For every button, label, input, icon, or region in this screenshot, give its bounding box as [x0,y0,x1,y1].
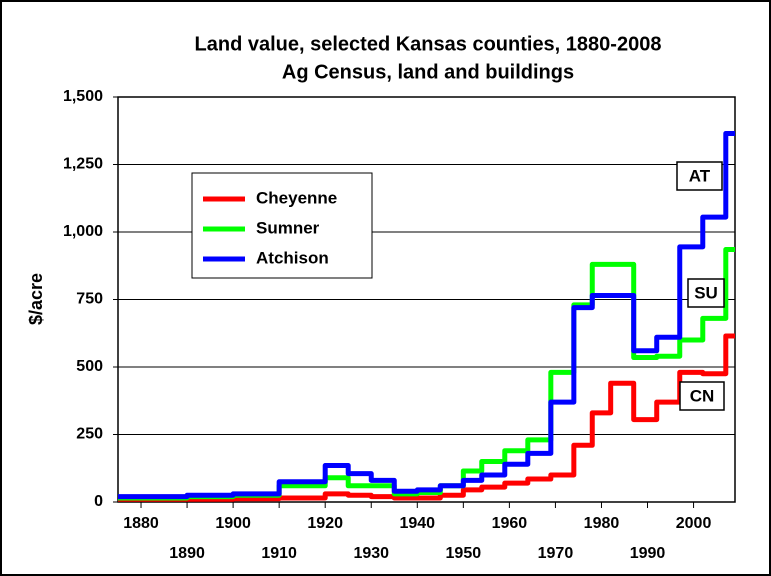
annotation: CN [690,386,715,405]
x-tick-label: 1910 [261,545,297,562]
x-tick-label: 1990 [630,545,666,562]
x-tick-label: 1920 [307,515,343,532]
y-tick-label: 0 [94,493,103,510]
x-tick-label: 2000 [676,515,712,532]
series-line [118,130,735,500]
y-axis-label: $/acre [26,273,46,325]
annotation-box [676,161,723,191]
x-tick-label: 1880 [123,515,159,532]
legend-label: Sumner [256,218,320,237]
series-line [118,247,735,501]
annotation-box [679,381,725,411]
y-tick-label: 1,000 [63,223,103,240]
annotation: AT [689,166,711,185]
annotation-box [687,278,725,308]
x-tick-label: 1900 [215,515,251,532]
x-tick-label: 1970 [538,545,574,562]
legend-label: Atchison [256,248,329,267]
y-tick-label: 1,250 [63,156,103,173]
y-tick-label: 750 [76,291,103,308]
x-tick-label: 1980 [584,515,620,532]
legend-label: Cheyenne [256,188,337,207]
x-tick-label: 1890 [169,545,205,562]
chart-subtitle: Ag Census, land and buildings [282,61,574,83]
x-tick-label: 1950 [446,545,482,562]
x-tick-label: 1930 [353,545,389,562]
y-tick-label: 1,500 [63,88,103,105]
series-line [118,333,735,502]
y-tick-label: 250 [76,426,103,443]
chart-title: Land value, selected Kansas counties, 18… [195,33,662,55]
x-tick-label: 1940 [399,515,435,532]
annotation: SU [694,283,718,302]
y-tick-label: 500 [76,358,103,375]
plot-frame [117,96,736,503]
x-tick-label: 1960 [492,515,528,532]
